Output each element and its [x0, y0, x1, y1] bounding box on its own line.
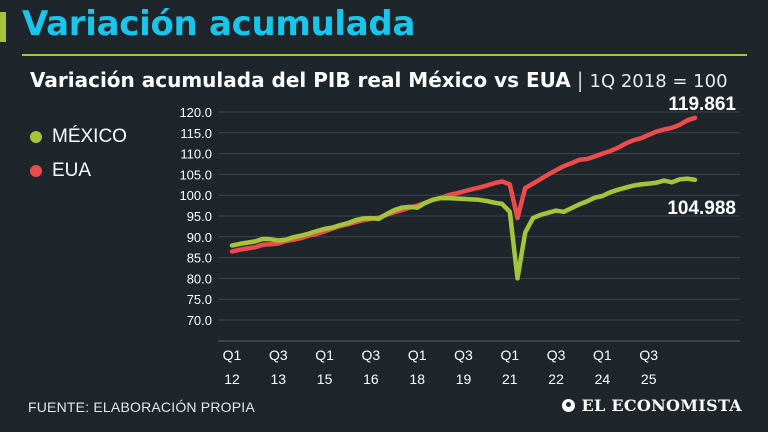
y-tick-label: 100.0: [179, 188, 212, 203]
subtitle-main: Variación acumulada del PIB real México …: [30, 68, 571, 92]
x-tick-year: 15: [317, 371, 333, 387]
y-tick-label: 90.0: [187, 230, 212, 245]
x-tick-year: 16: [363, 371, 379, 387]
y-tick-label: 70.0: [187, 313, 212, 328]
x-tick-year: 12: [224, 371, 240, 387]
subtitle-separator: |: [576, 68, 584, 92]
legend-dot-mexico: [30, 131, 42, 143]
x-tick-year: 25: [641, 371, 657, 387]
legend-label-mexico: MÉXICO: [52, 126, 127, 147]
y-tick-label: 105.0: [179, 167, 212, 182]
x-tick-year: 19: [456, 371, 472, 387]
x-tick-year: 22: [548, 371, 564, 387]
series-line-mxico: [229, 176, 698, 281]
x-tick-quarter: Q1: [593, 347, 612, 363]
logo-text: EL ECONOMISTA: [581, 396, 742, 415]
y-tick-label: 110.0: [180, 147, 212, 162]
y-tick-label: 115.0: [180, 126, 212, 141]
chart-legend: MÉXICO EUA: [30, 120, 127, 188]
logo-icon: [562, 399, 576, 412]
x-tick-quarter: Q1: [315, 347, 334, 363]
headline-accent-bar: [0, 12, 6, 42]
x-tick-quarter: Q3: [362, 347, 381, 363]
x-tick-quarter: Q1: [500, 347, 519, 363]
x-tick-quarter: Q1: [408, 347, 427, 363]
x-tick-year: 13: [271, 371, 287, 387]
end-label-eua: 119.861: [668, 94, 736, 115]
legend-item-mexico: MÉXICO: [30, 120, 127, 154]
y-tick-label: 75.0: [187, 292, 212, 307]
x-tick-quarter: Q1: [223, 347, 242, 363]
series-line-eua: [229, 115, 698, 254]
x-tick-year: 24: [595, 371, 611, 387]
end-label-mexico: 104.988: [667, 198, 736, 219]
x-tick-quarter: Q3: [269, 347, 288, 363]
publisher-logo: EL ECONOMISTA: [562, 396, 742, 415]
x-tick-year: 18: [409, 371, 425, 387]
subtitle-base: 1Q 2018 = 100: [589, 71, 728, 92]
headline-divider: [22, 54, 747, 56]
legend-label-eua: EUA: [52, 160, 92, 181]
legend-dot-eua: [30, 165, 42, 177]
source-note: FUENTE: ELABORACIÓN PROPIA: [28, 399, 255, 415]
x-tick-quarter: Q3: [454, 347, 473, 363]
y-tick-label: 120.0: [179, 105, 212, 120]
legend-item-eua: EUA: [30, 154, 127, 188]
x-tick-quarter: Q3: [547, 347, 566, 363]
y-tick-label: 85.0: [187, 251, 212, 266]
x-tick-quarter: Q3: [639, 347, 658, 363]
chart-subtitle: Variación acumulada del PIB real México …: [30, 68, 728, 92]
x-tick-year: 21: [502, 371, 518, 387]
y-tick-label: 80.0: [187, 271, 212, 286]
headline: Variación acumulada: [22, 4, 416, 44]
y-tick-label: 95.0: [187, 209, 212, 224]
